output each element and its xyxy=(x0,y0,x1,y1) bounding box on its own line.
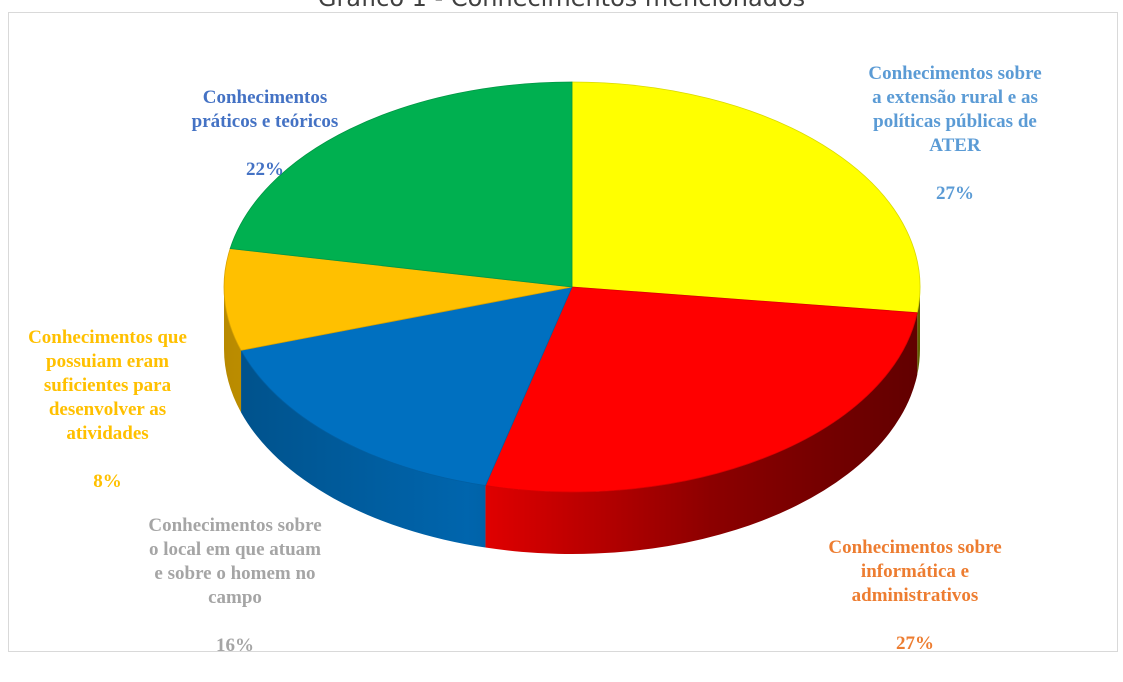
slice-label-extensao: Conhecimentos sobre a extensão rural e a… xyxy=(800,38,1110,230)
pie-slice-side xyxy=(224,287,242,413)
slice-pct: 22% xyxy=(246,159,284,180)
pie-chart xyxy=(223,81,921,555)
slice-pct: 16% xyxy=(216,635,254,656)
pie-slice-side xyxy=(485,312,918,555)
chart-title: Gráfico 1 - Conhecimentos mencionados xyxy=(0,0,1123,12)
slice-label-text: Conhecimentos sobre o local em que atuam… xyxy=(148,515,322,608)
pie-slice xyxy=(223,248,573,351)
pie-slice xyxy=(571,81,921,314)
slice-label-text: Conhecimentos sobre a extensão rural e a… xyxy=(868,63,1042,156)
pie-slice xyxy=(229,81,573,288)
slice-pct: 27% xyxy=(936,183,974,204)
pie-slice xyxy=(484,286,918,493)
slice-label-text: Conhecimentos que possuiam eram suficien… xyxy=(28,327,187,444)
slice-label-praticos: Conhecimentos práticos e teóricos 22% xyxy=(130,62,400,206)
slice-pct: 8% xyxy=(93,471,122,492)
slice-label-text: Conhecimentos práticos e teóricos xyxy=(191,87,339,132)
slice-label-suficientes: Conhecimentos que possuiam eram suficien… xyxy=(0,302,215,518)
pie-slice-side xyxy=(241,350,486,548)
slice-label-text: Conhecimentos sobre informática e admini… xyxy=(828,537,1002,606)
slice-pct: 27% xyxy=(896,633,934,654)
slice-label-informatica: Conhecimentos sobre informática e admini… xyxy=(745,512,1085,680)
pie-slice xyxy=(240,286,573,487)
pie-slice-side xyxy=(917,287,920,375)
slice-label-local: Conhecimentos sobre o local em que atuam… xyxy=(95,490,375,682)
